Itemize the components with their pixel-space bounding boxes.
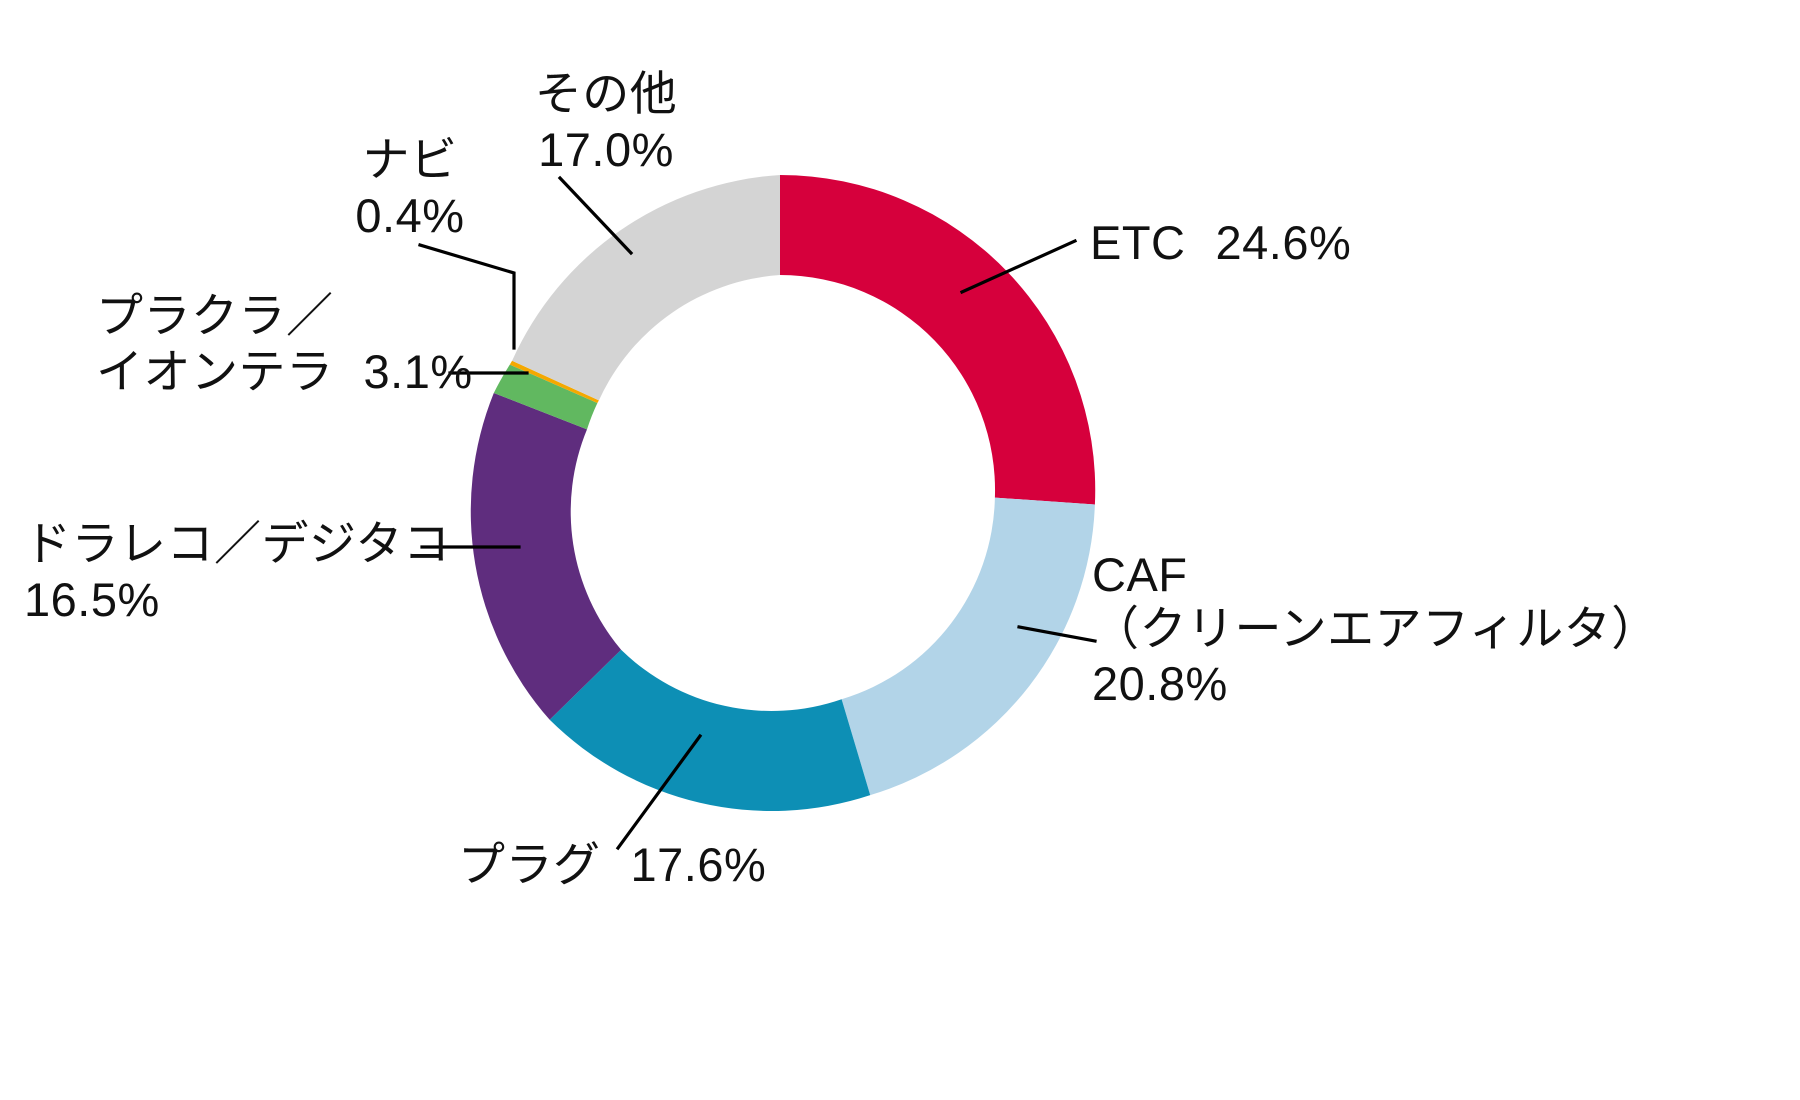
slice-label-navi-name: ナビ bbox=[362, 133, 458, 188]
slice-label-caf-line2: （クリーンエアフィルタ） bbox=[1092, 601, 1659, 657]
slice-label-sonota-name: その他 bbox=[534, 67, 678, 122]
leader-lines bbox=[418, 175, 1097, 851]
slice-label-plakura: プラクラ／ イオンテラ 3.1% bbox=[96, 289, 472, 400]
leader-line-etc bbox=[959, 238, 1078, 295]
donut-slices bbox=[470, 174, 1096, 812]
slice-label-caf-value: 20.8% bbox=[1092, 657, 1228, 711]
slice-label-plakura-line1: プラクラ／ bbox=[96, 289, 334, 344]
slice-label-plakura-line2: イオンテラ bbox=[96, 344, 334, 400]
slice-label-plug-name: プラグ bbox=[458, 838, 601, 893]
slice-plug[interactable] bbox=[549, 649, 871, 812]
slice-label-caf: CAF （クリーンエアフィルタ） 20.8% bbox=[1092, 548, 1752, 712]
slice-label-etc-name: ETC bbox=[1090, 216, 1186, 269]
slice-label-plug-value: 17.6% bbox=[630, 838, 767, 891]
slice-label-dorareco: ドラレコ／デジタコ 16.5% bbox=[24, 517, 451, 627]
leader-line-plug bbox=[615, 733, 703, 851]
slice-dorareco[interactable] bbox=[470, 393, 622, 720]
slice-label-plakura-value: 3.1% bbox=[363, 344, 473, 398]
slice-label-etc: ETC 24.6% bbox=[1090, 216, 1510, 271]
slice-label-etc-value: 24.6% bbox=[1215, 216, 1352, 269]
slice-plakura[interactable] bbox=[493, 364, 598, 430]
slice-label-caf-line1: CAF bbox=[1092, 548, 1188, 601]
slice-sonota[interactable] bbox=[512, 175, 780, 401]
slice-label-plug: プラグ 17.6% bbox=[458, 838, 778, 894]
slice-label-navi: ナビ 0.4% bbox=[290, 133, 530, 243]
slice-caf[interactable] bbox=[841, 497, 1095, 796]
slice-label-dorareco-name: ドラレコ／デジタコ bbox=[24, 517, 451, 572]
slice-label-sonota-value: 17.0% bbox=[538, 122, 674, 176]
slice-label-navi-value: 0.4% bbox=[355, 188, 465, 242]
slice-etc[interactable] bbox=[780, 174, 1096, 505]
slice-label-sonota: その他 17.0% bbox=[486, 67, 726, 177]
leader-line-sonota bbox=[557, 175, 634, 256]
leader-line-navi bbox=[418, 243, 516, 350]
slice-label-dorareco-value: 16.5% bbox=[24, 572, 160, 626]
slice-navi[interactable] bbox=[509, 360, 599, 403]
leader-line-caf bbox=[1017, 625, 1097, 643]
